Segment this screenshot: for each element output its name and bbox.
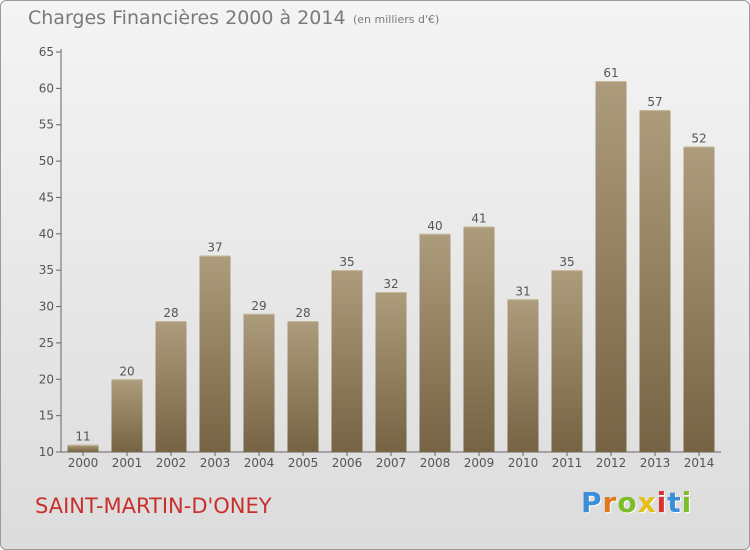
chart-subtitle: (en milliers d'€) [353,13,440,26]
x-tick-label: 2012 [596,456,627,470]
x-tick-label: 2001 [112,456,143,470]
y-tick-label: 55 [39,118,54,132]
data-label: 61 [603,66,618,80]
data-label: 37 [207,241,222,255]
data-label: 32 [383,277,398,291]
data-label: 35 [559,255,574,269]
bar [199,255,231,452]
bar [463,226,495,452]
logo-letter: x [637,486,657,519]
x-tick-label: 2014 [684,456,715,470]
proxiti-logo: Proxiti [581,486,692,519]
bar [67,444,99,452]
y-tick-label: 35 [39,263,54,277]
logo-letter: t [667,486,682,519]
y-tick-label: 25 [39,336,54,350]
logo-letter: i [681,486,693,519]
bar [639,110,671,452]
y-tick-label: 40 [39,227,54,241]
commune-name: SAINT-MARTIN-D'ONEY [35,494,272,518]
bar [375,292,407,452]
y-tick-label: 65 [39,45,54,59]
logo-letter: P [581,486,603,519]
bar [331,270,363,452]
bar [111,379,143,452]
x-tick-label: 2008 [420,456,451,470]
bar [419,233,451,452]
y-tick-label: 10 [39,445,54,459]
bar [243,313,275,452]
y-tick-label: 50 [39,154,54,168]
data-label: 20 [119,364,134,378]
x-tick-label: 2010 [508,456,539,470]
data-label: 31 [515,284,530,298]
chart-title: Charges Financières 2000 à 2014 [28,7,346,29]
bars [67,81,715,452]
bar [287,321,319,452]
x-tick-label: 2009 [464,456,495,470]
y-tick-label: 20 [39,372,54,386]
x-tick-label: 2007 [376,456,407,470]
logo-letter: o [617,486,638,519]
data-label: 29 [251,299,266,313]
data-label: 40 [427,219,442,233]
data-labels: 11 20 28 37 29 28 35 32 40 41 31 35 61 57 52 [75,66,706,444]
bar [551,270,583,452]
bar [155,321,187,452]
x-tick-label: 2005 [288,456,319,470]
x-tick-label: 2004 [244,456,275,470]
data-label: 52 [691,132,706,146]
bar [595,81,627,452]
data-label: 11 [75,430,90,444]
x-tick-label: 2006 [332,456,363,470]
y-tick-label: 45 [39,190,54,204]
logo-letter: r [602,486,618,519]
data-label: 57 [647,95,662,109]
bar [683,146,715,452]
data-label: 28 [163,306,178,320]
bar [507,299,539,452]
data-label: 41 [471,212,486,226]
logo-letter: i [656,486,668,519]
data-label: 28 [295,306,310,320]
x-tick-label: 2011 [552,456,583,470]
y-tick-label: 30 [39,300,54,314]
x-tick-label: 2002 [156,456,187,470]
x-tick-label: 2000 [68,456,99,470]
y-tick-label: 60 [39,81,54,95]
x-tick-label: 2013 [640,456,671,470]
data-label: 35 [339,255,354,269]
y-tick-label: 15 [39,409,54,423]
x-tick-label: 2003 [200,456,231,470]
